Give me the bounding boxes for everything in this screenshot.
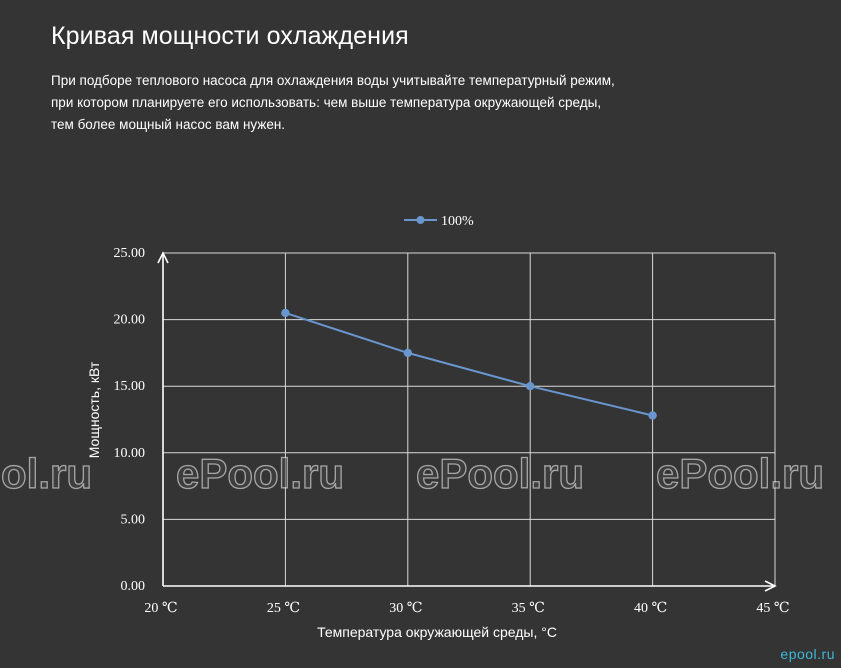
- x-tick-label: 45 ℃: [756, 601, 789, 616]
- data-point: [403, 348, 412, 358]
- watermark-text: ePool.ru: [656, 450, 824, 497]
- x-tick-label: 35 ℃: [512, 601, 545, 616]
- axes-layer: [157, 251, 777, 592]
- data-point: [281, 308, 290, 318]
- series-layer: [281, 308, 657, 420]
- x-tick-label: 25 ℃: [267, 601, 300, 616]
- series-line: [285, 311, 653, 417]
- y-tick-label: 10.00: [114, 446, 146, 461]
- data-point: [526, 382, 535, 391]
- x-axis-label: Температура окружающей среды, °С: [317, 624, 557, 640]
- x-tick-label: 30 ℃: [389, 601, 422, 616]
- y-tick-label: 5.00: [121, 512, 146, 527]
- x-tick-labels: 20 ℃ 25 ℃ 30 ℃ 35 ℃ 40 ℃ 45 ℃: [144, 601, 789, 616]
- y-tick-label: 20.00: [114, 313, 146, 328]
- y-tick-label: 0.00: [121, 579, 146, 594]
- brand-watermark: epool.ru: [780, 646, 835, 662]
- x-axis-arrow: [764, 580, 777, 592]
- legend-label: 100%: [441, 214, 474, 229]
- y-tick-labels: 0.00 5.00 10.00 15.00 20.00 25.00: [114, 246, 146, 594]
- watermark-text: ePool.ru: [416, 450, 584, 497]
- watermark-text: ePool.ru: [0, 450, 92, 497]
- description-line: при котором планируете его использовать:…: [51, 95, 602, 110]
- legend-point-marker: [416, 216, 425, 224]
- x-tick-label: 40 ℃: [634, 601, 667, 616]
- x-tick-label: 20 ℃: [144, 601, 177, 616]
- y-axis-arrow: [157, 251, 169, 264]
- y-axis-label: Мощность, кВт: [86, 361, 102, 458]
- chart-legend: 100%: [404, 214, 474, 229]
- description: При подборе теплового насоса для охлажде…: [51, 70, 731, 136]
- data-point: [648, 411, 657, 420]
- description-line: тем более мощный насос вам нужен.: [51, 117, 286, 132]
- watermark-layer: ePool.ru ePool.ru ePool.ru ePool.ru: [0, 449, 825, 497]
- watermark-text: ePool.ru: [176, 450, 344, 497]
- description-line: При подборе теплового насоса для охлажде…: [51, 73, 615, 88]
- page-title: Кривая мощности охлаждения: [51, 22, 409, 50]
- y-tick-label: 25.00: [114, 246, 146, 261]
- grid-layer: [163, 252, 776, 586]
- y-tick-label: 15.00: [114, 379, 146, 394]
